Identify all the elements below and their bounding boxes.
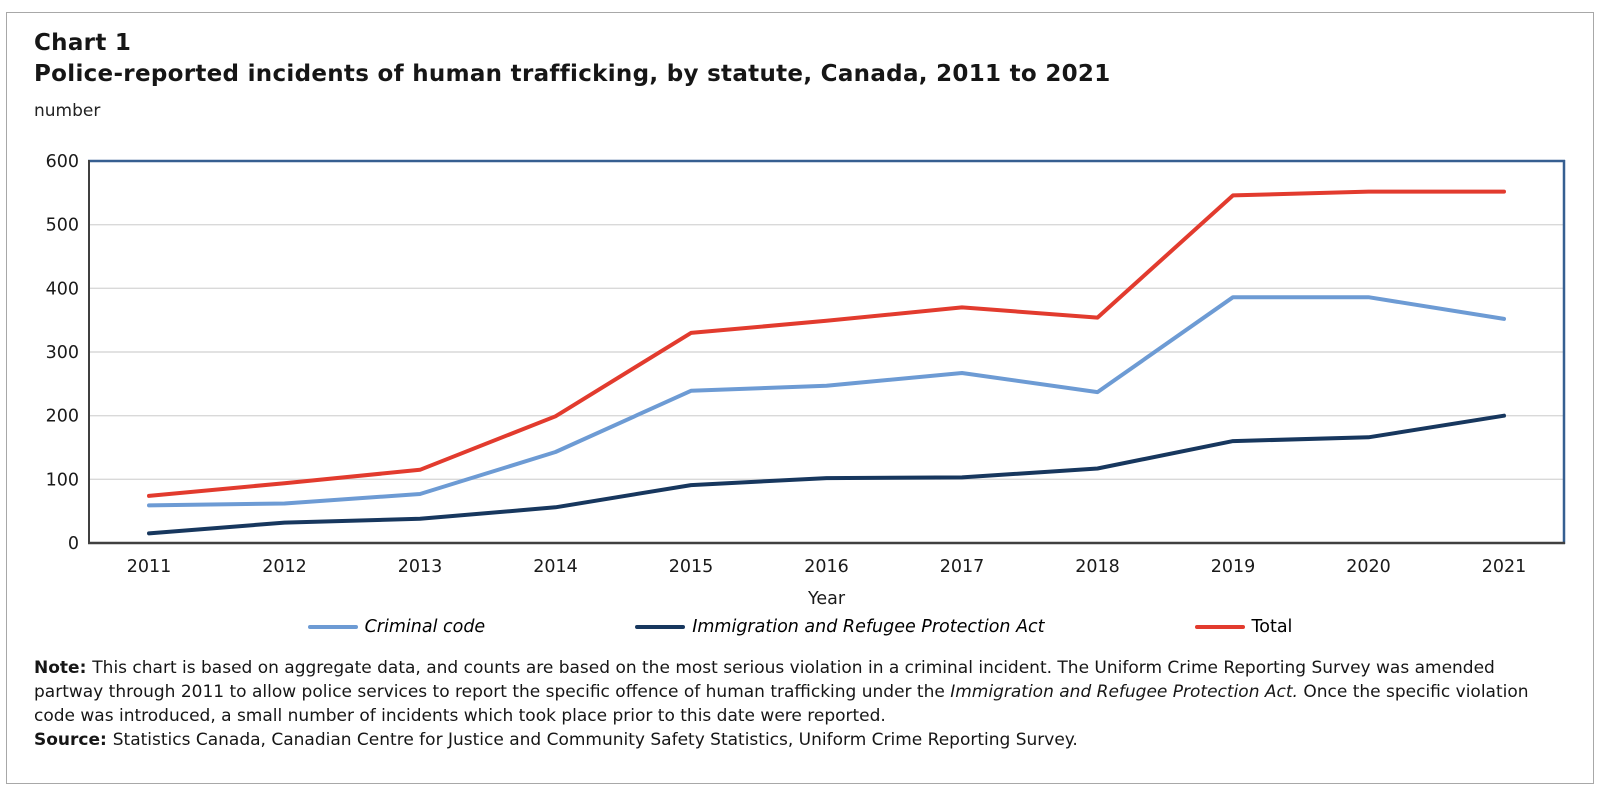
series-line-total: [147, 189, 1506, 498]
y-axis-tick-label: 100: [46, 470, 79, 490]
line-chart: 0 100 200 300 400 500 600 2011 2012 2013 2014 2015 2…: [46, 152, 1566, 609]
x-axis-tick-label: 2013: [398, 557, 443, 577]
legend-label: Total: [1251, 617, 1293, 637]
legend-line-swatch: [1194, 625, 1245, 629]
text-segment: This chart is based on aggregate data, a…: [34, 658, 1495, 702]
x-axis-tick-label: 2021: [1482, 557, 1527, 577]
x-axis-title: Year: [807, 589, 846, 609]
source-text: Source: Statistics Canada, Canadian Cent…: [34, 728, 1561, 752]
text-segment: Immigration and Refugee Protection Act.: [950, 682, 1298, 702]
y-axis-tick-label: 200: [46, 407, 79, 427]
text-segment: Source:: [34, 730, 113, 750]
y-axis-tick-label: 500: [46, 216, 79, 236]
x-axis-tick-label: 2017: [940, 557, 985, 577]
series-line-criminal-code: [147, 295, 1506, 508]
series-line-immigration-and-refugee-protection-act: [147, 413, 1506, 536]
x-axis-tick-label: 2018: [1075, 557, 1120, 577]
legend-item-total: Total: [1194, 617, 1293, 637]
x-axis-tick-label: 2014: [533, 557, 578, 577]
x-axis-tick-label: 2016: [804, 557, 849, 577]
text-segment: Note:: [34, 658, 93, 678]
y-axis-tick-label: 300: [46, 343, 79, 363]
y-axis-tick-label: 600: [46, 152, 79, 172]
x-axis-tick-label: 2019: [1211, 557, 1256, 577]
chart-figure: Chart 1 Police-reported incidents of hum…: [6, 12, 1594, 784]
legend-label: Criminal code: [364, 617, 486, 637]
y-axis-unit-label: number: [34, 101, 101, 121]
x-axis-tick-label: 2011: [127, 557, 172, 577]
chart-number-label: Chart 1: [34, 30, 132, 56]
legend-label: Immigration and Refugee Protection Act: [692, 617, 1045, 637]
legend-item-immigration-and-refugee-protection-act: Immigration and Refugee Protection Act: [635, 617, 1045, 637]
text-segment: Once the specific violation code was int…: [34, 682, 1529, 726]
x-axis-tick-label: 2012: [262, 557, 307, 577]
chart-notes: Note: This chart is based on aggregate d…: [7, 644, 1593, 752]
y-axis-tick-label: 0: [68, 534, 79, 554]
x-axis-tick-label: 2020: [1346, 557, 1391, 577]
y-axis-tick-label: 400: [46, 279, 79, 299]
chart-title: Police-reported incidents of human traff…: [34, 61, 1111, 87]
text-segment: Statistics Canada, Canadian Centre for J…: [112, 730, 1078, 750]
legend-item-criminal-code: Criminal code: [307, 617, 486, 637]
legend-line-swatch: [307, 625, 358, 629]
chart-legend: Criminal code Immigration and Refugee Pro…: [7, 610, 1593, 644]
note-text: Note: This chart is based on aggregate d…: [34, 656, 1561, 728]
legend-line-swatch: [635, 625, 686, 629]
chart-header: Chart 1 Police-reported incidents of hum…: [7, 13, 1593, 123]
x-axis-tick-label: 2015: [669, 557, 714, 577]
